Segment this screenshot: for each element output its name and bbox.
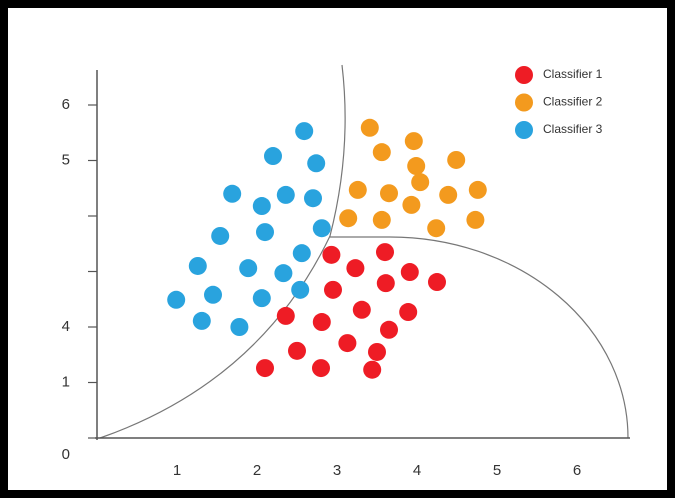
point <box>368 342 386 361</box>
x-tick-label: 4 <box>413 462 421 479</box>
point <box>363 360 382 379</box>
x-tick-label: 2 <box>253 462 261 479</box>
legend-marker <box>515 93 533 112</box>
point <box>348 180 367 199</box>
point <box>428 273 446 292</box>
legend-marker <box>515 121 533 139</box>
point <box>380 184 398 203</box>
point <box>167 290 186 309</box>
decision-boundary <box>330 236 629 439</box>
point <box>407 157 426 176</box>
y-tick-label: 5 <box>62 151 70 168</box>
legend-marker <box>515 66 533 84</box>
point <box>211 226 230 245</box>
point <box>291 280 310 299</box>
y-tick-label: 4 <box>62 318 70 335</box>
y-tick-label: 6 <box>62 96 70 113</box>
point <box>307 154 326 173</box>
point <box>427 219 446 238</box>
legend-label: Classifier 3 <box>543 122 603 136</box>
x-tick-label: 5 <box>493 462 501 479</box>
x-tick-label: 6 <box>573 462 581 479</box>
point <box>312 359 330 378</box>
point <box>399 303 418 322</box>
point <box>339 209 358 228</box>
point <box>204 285 222 304</box>
point <box>466 210 485 229</box>
point <box>447 150 466 169</box>
point <box>376 274 395 293</box>
point <box>439 185 458 204</box>
x-tick-label: 3 <box>333 462 341 479</box>
point <box>312 313 331 332</box>
point <box>352 300 371 319</box>
point <box>312 219 331 238</box>
point <box>256 359 274 378</box>
point <box>288 341 306 360</box>
x-tick-label: 1 <box>173 462 181 479</box>
point <box>276 306 295 325</box>
point <box>402 195 421 214</box>
point <box>256 223 274 242</box>
y-tick-label: 0 <box>62 446 70 463</box>
point <box>223 184 242 203</box>
point <box>380 320 398 339</box>
point <box>400 263 419 282</box>
point <box>304 189 322 208</box>
point <box>252 289 271 308</box>
point <box>322 245 341 264</box>
point <box>360 118 379 137</box>
point <box>404 132 423 151</box>
legend-label: Classifier 2 <box>543 95 603 109</box>
point <box>468 180 487 199</box>
point <box>295 122 314 141</box>
point <box>338 334 357 353</box>
point <box>346 259 365 278</box>
point <box>292 244 311 263</box>
point <box>372 143 391 162</box>
point <box>188 256 207 275</box>
point <box>230 318 249 336</box>
point <box>411 173 430 192</box>
point <box>252 197 271 216</box>
point <box>372 210 391 229</box>
y-tick-label: 1 <box>62 373 70 390</box>
point <box>324 280 342 299</box>
point <box>376 243 394 262</box>
point <box>239 259 258 278</box>
point <box>276 185 295 204</box>
point <box>192 311 211 330</box>
decision-boundary <box>99 64 346 439</box>
legend-label: Classifier 1 <box>543 67 603 81</box>
point <box>274 264 293 283</box>
point <box>264 147 282 166</box>
